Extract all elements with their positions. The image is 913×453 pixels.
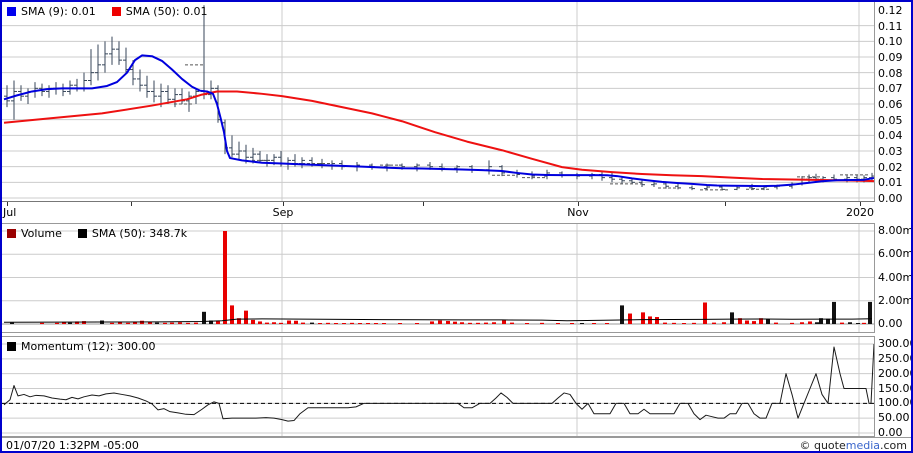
sma9-legend-swatch	[7, 7, 16, 16]
volume-sma-legend-label: SMA (50): 348.7k	[91, 227, 188, 240]
momentum-panel: Momentum (12): 300.00	[2, 336, 875, 437]
y-tick-label: 150.00	[878, 382, 913, 395]
y-tick-label: 50.00	[878, 411, 910, 424]
volume-chart	[2, 224, 874, 332]
volume-legend: Volume SMA (50): 348.7k	[7, 227, 187, 240]
y-tick-label: 8.00m	[878, 224, 913, 237]
y-tick-label: 0.06	[878, 98, 903, 111]
quotemedia-credit: © quotemedia.com	[799, 439, 907, 452]
volume-panel: Volume SMA (50): 348.7k	[2, 223, 875, 333]
y-tick-label: 0.07	[878, 82, 903, 95]
volume-legend-swatch	[7, 229, 16, 238]
y-tick-label: 0.03	[878, 145, 903, 158]
volume-sma-legend-swatch	[77, 229, 87, 238]
y-tick-label: 300.00	[878, 337, 913, 350]
credit-suffix: .com	[880, 439, 907, 452]
credit-prefix: © quote	[799, 439, 846, 452]
price-legend: SMA (9): 0.01 SMA (50): 0.01	[7, 5, 208, 18]
y-tick-label: 0.05	[878, 114, 903, 127]
x-tick-label: Sep	[272, 206, 294, 219]
sma50-legend-swatch	[111, 7, 121, 16]
x-axis: Jul Sep Nov 2020	[2, 202, 875, 223]
momentum-legend: Momentum (12): 300.00	[7, 340, 155, 353]
x-axis-tick	[7, 202, 8, 206]
y-tick-label: 0.00	[878, 192, 903, 205]
price-chart	[2, 2, 874, 201]
momentum-y-axis: 300.00 250.00 200.00 150.00 100.00 50.00 0.00	[875, 336, 913, 439]
y-tick-label: 4.00m	[878, 271, 913, 284]
y-tick-label: 0.12	[878, 4, 903, 17]
y-tick-label: 100.00	[878, 396, 913, 409]
x-axis-tick	[283, 202, 284, 206]
sma9-legend-label: SMA (9): 0.01	[21, 5, 96, 18]
y-tick-label: 0.08	[878, 67, 903, 80]
y-tick-label: 250.00	[878, 352, 913, 365]
y-tick-label: 6.00m	[878, 247, 913, 260]
x-axis-tick	[131, 202, 132, 206]
y-tick-label: 0.02	[878, 161, 903, 174]
volume-legend-label: Volume	[21, 227, 62, 240]
volume-y-axis: 8.00m 6.00m 4.00m 2.00m 0.00	[875, 223, 911, 333]
timestamp: 01/07/20 1:32PM -05:00	[6, 439, 139, 452]
x-tick-label: Jul	[3, 206, 17, 219]
momentum-legend-swatch	[7, 342, 16, 351]
status-bar: 01/07/20 1:32PM -05:00 © quotemedia.com	[2, 437, 911, 452]
x-tick-label: Nov	[567, 206, 589, 219]
price-panel: SMA (9): 0.01 SMA (50): 0.01	[2, 2, 875, 202]
credit-media: media	[845, 439, 880, 452]
y-tick-label: 0.00	[878, 426, 903, 439]
y-tick-label: 0.09	[878, 51, 903, 64]
y-tick-label: 0.11	[878, 20, 903, 33]
x-axis-tick	[578, 202, 579, 206]
y-tick-label: 200.00	[878, 367, 913, 380]
x-axis-tick	[423, 202, 424, 206]
y-tick-label: 0.04	[878, 129, 903, 142]
x-axis-tick	[725, 202, 726, 206]
y-tick-label: 0.00	[878, 317, 903, 330]
sma50-legend-label: SMA (50): 0.01	[125, 5, 208, 18]
y-tick-label: 0.01	[878, 176, 903, 189]
x-axis-tick	[860, 202, 861, 206]
x-tick-label: 2020	[846, 206, 874, 219]
y-tick-label: 2.00m	[878, 294, 913, 307]
momentum-chart	[2, 337, 874, 436]
y-tick-label: 0.10	[878, 35, 903, 48]
price-y-axis: 0.12 0.11 0.10 0.09 0.08 0.07 0.06 0.05 0.04 0.03…	[875, 2, 911, 205]
momentum-legend-label: Momentum (12): 300.00	[21, 340, 156, 353]
